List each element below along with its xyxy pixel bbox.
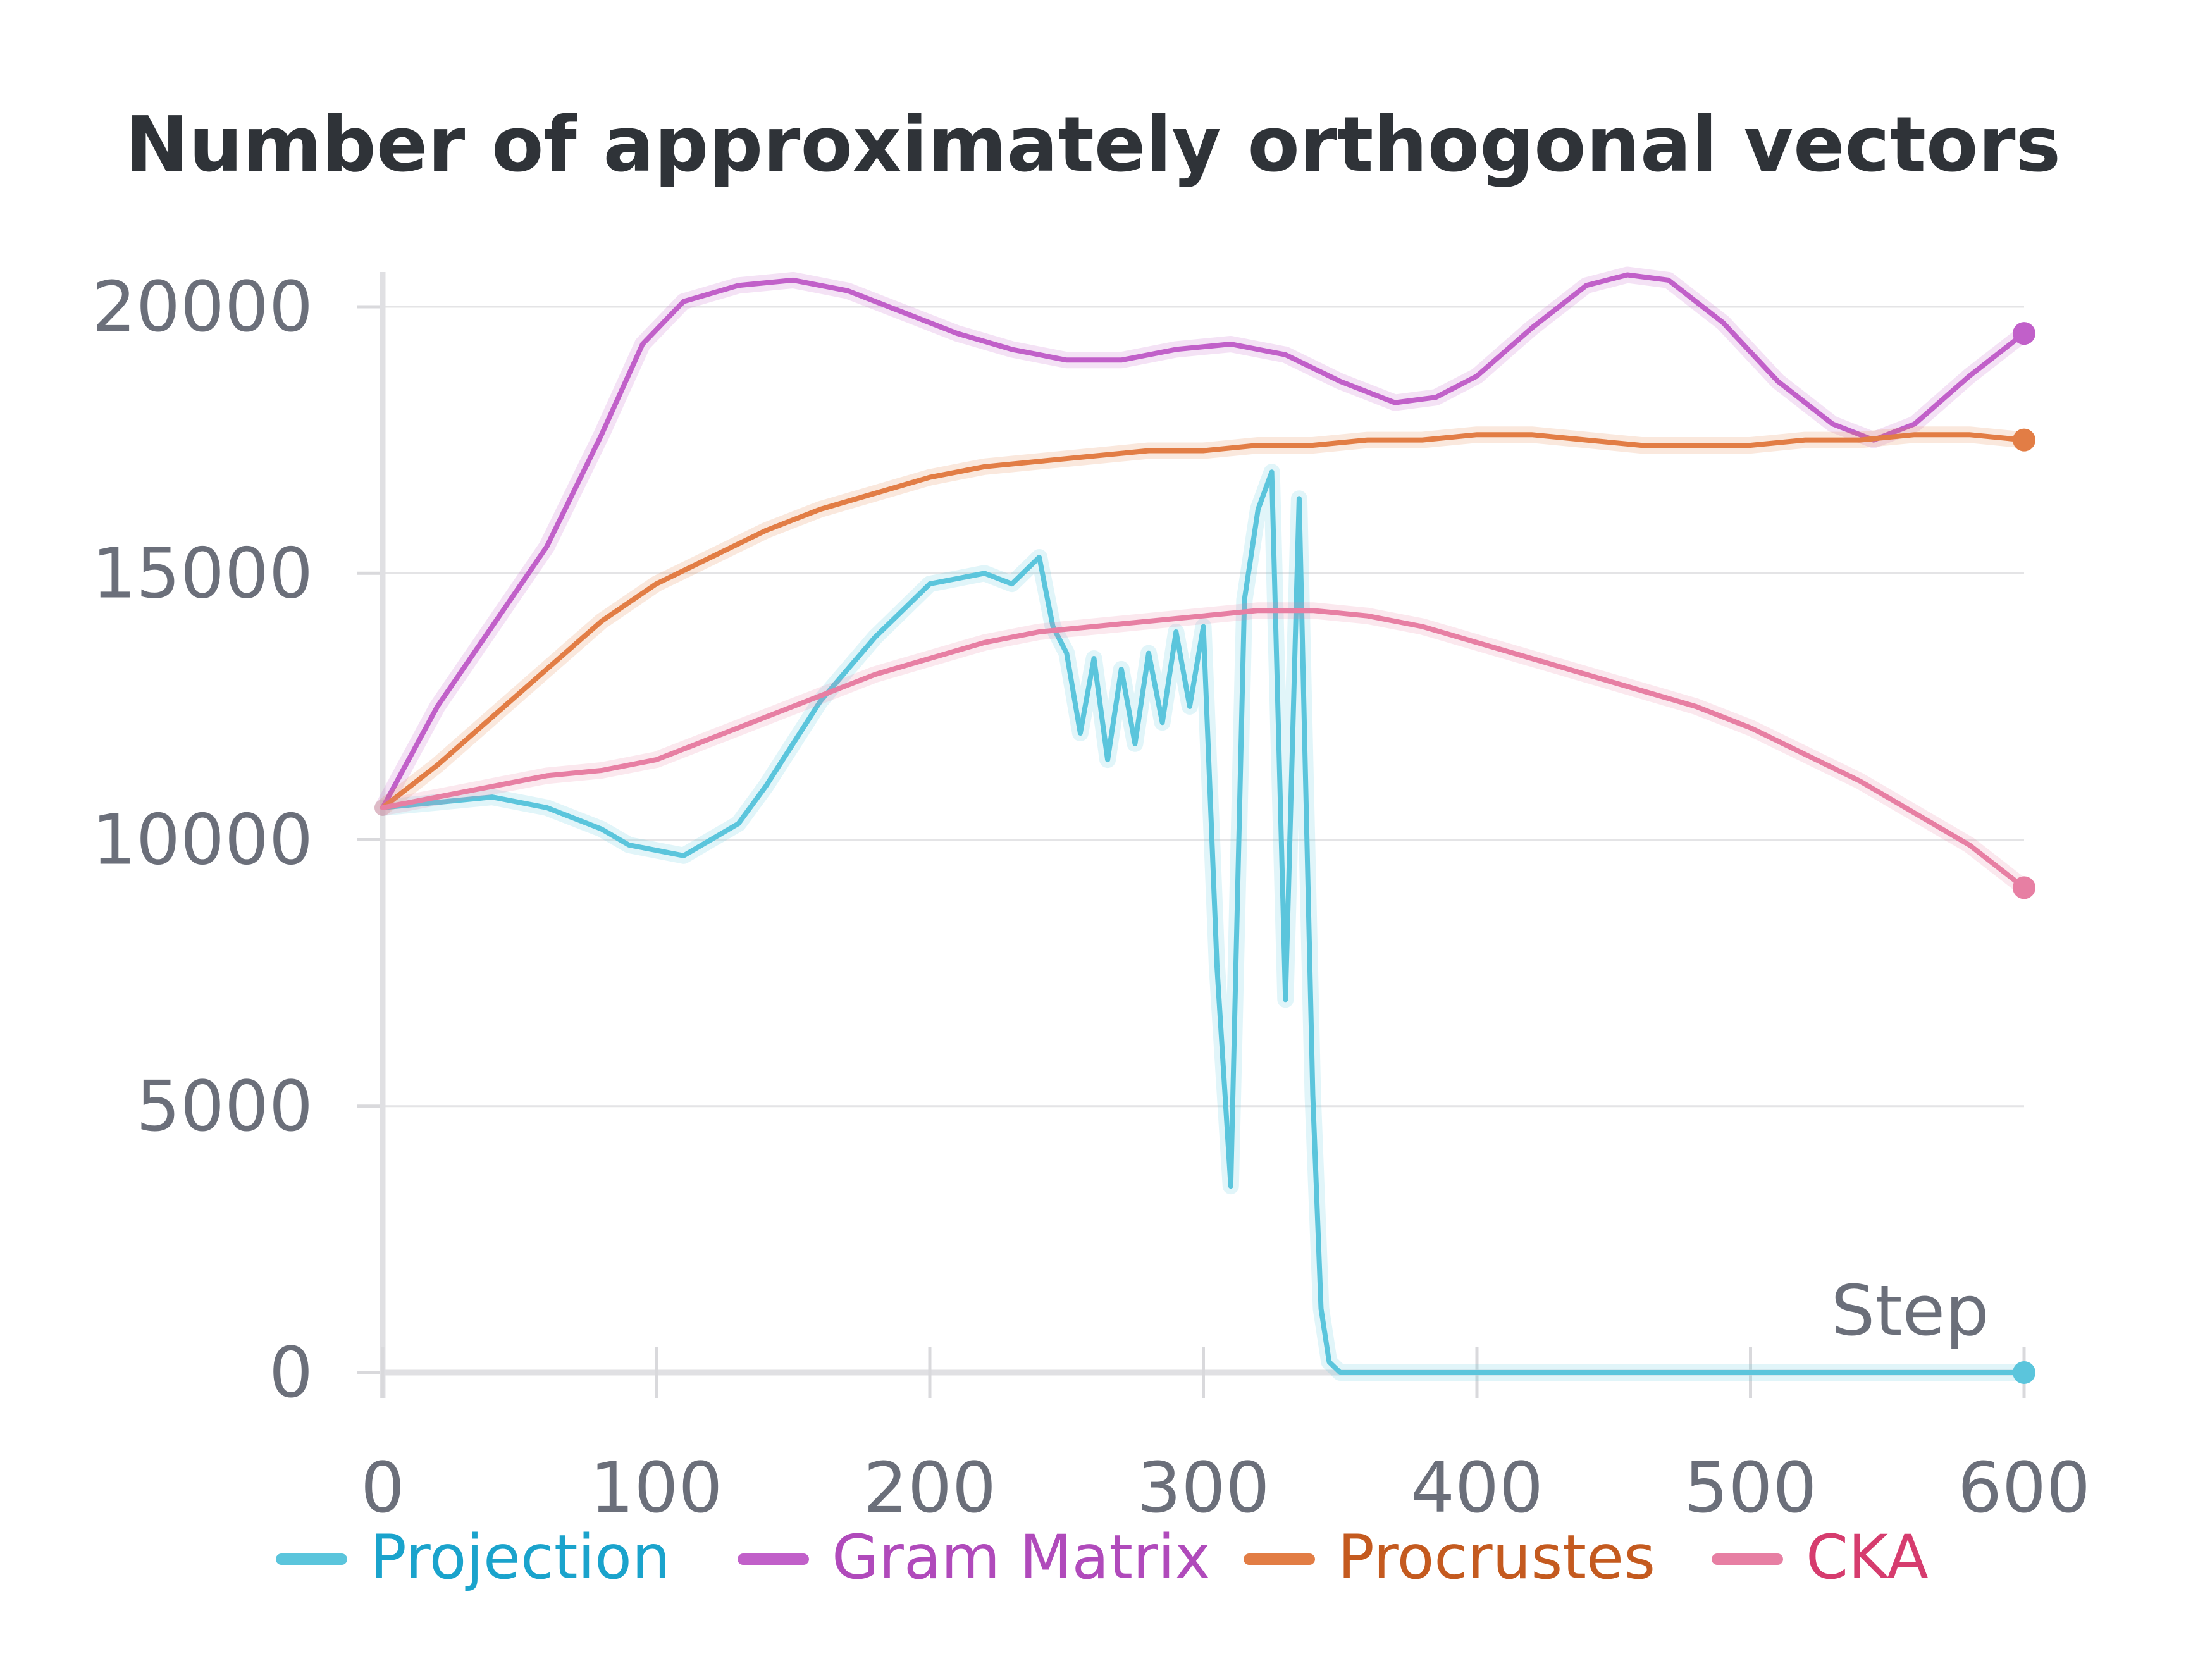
x-tick-label-400: 400	[1411, 1447, 1543, 1528]
series-line-cka	[380, 608, 2027, 891]
series-line-procrustes	[380, 432, 2027, 810]
series-end-point-projection	[2013, 1361, 2035, 1384]
x-tick-label-0: 0	[361, 1447, 405, 1528]
x-tick-label-500: 500	[1684, 1447, 1817, 1528]
y-tick-label-10000: 10000	[92, 800, 313, 880]
y-tick-label-5000: 5000	[136, 1066, 313, 1147]
y-tick-label-0: 0	[269, 1332, 313, 1413]
series-layer	[374, 266, 2035, 1384]
x-tick-label-100: 100	[590, 1447, 723, 1528]
x-tick-label-200: 200	[863, 1447, 996, 1528]
axis-layer: 0 5000 10000 15000 20000 0 100 200 300 400 500 600	[92, 266, 2090, 1528]
legend-label-cka: CKA	[1806, 1522, 1929, 1593]
x-tick-label-300: 300	[1137, 1447, 1270, 1528]
legend-label-projection: Projection	[370, 1522, 670, 1593]
series-end-point-cka	[2013, 876, 2035, 899]
grid-layer	[383, 306, 2024, 1108]
x-axis-label: Step	[1831, 1270, 1989, 1351]
y-tick-label-20000: 20000	[92, 266, 313, 347]
series-line-gram-matrix	[380, 272, 2027, 810]
legend: Projection Gram Matrix Procrustes CKA	[276, 1522, 1929, 1593]
series-line-projection	[380, 469, 2027, 1375]
legend-label-gram-matrix: Gram Matrix	[832, 1522, 1211, 1593]
x-tick-label-600: 600	[1958, 1447, 2090, 1528]
series-end-point-procrustes	[2013, 428, 2035, 452]
legend-label-procrustes: Procrustes	[1338, 1522, 1655, 1593]
y-tick-label-15000: 15000	[92, 533, 313, 614]
chart-title: Number of approximately orthogonal vecto…	[125, 101, 2061, 189]
series-end-point-gram-matrix	[2013, 322, 2035, 345]
